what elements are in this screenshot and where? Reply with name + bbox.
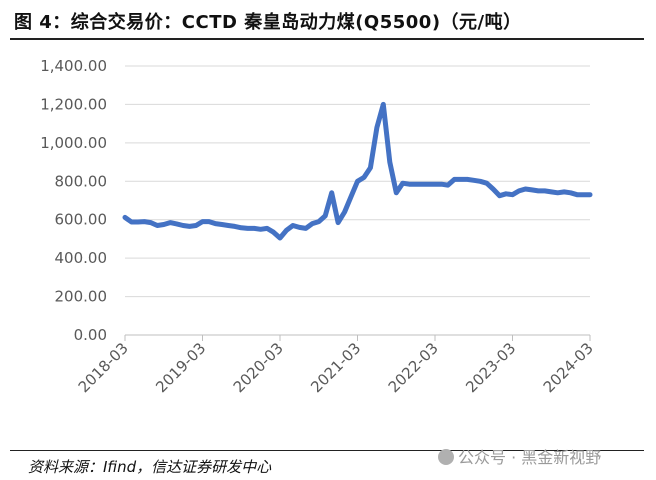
y-tick-label: 0.00 xyxy=(74,326,107,344)
figure-title: 图 4：综合交易价：CCTD 秦皇岛动力煤(Q5500)（元/吨） xyxy=(14,12,522,33)
y-tick-label: 400.00 xyxy=(55,249,108,267)
y-tick-label: 200.00 xyxy=(55,288,108,306)
y-tick-label: 1,200.00 xyxy=(40,95,107,113)
x-tick-label: 2023-03 xyxy=(462,339,519,396)
y-axis-ticks: 0.00 200.00 400.00 600.00 800.00 1,000.00 1,20… xyxy=(40,57,107,344)
source-note: 资料来源：Ifind，信达证券研发中心 xyxy=(28,458,272,476)
y-tick-label: 600.00 xyxy=(55,211,108,229)
y-tick-label: 1,400.00 xyxy=(40,57,107,75)
series-layer xyxy=(122,101,593,241)
x-tick-label: 2019-03 xyxy=(152,339,209,396)
x-axis-ticks: 2018-03 2019-03 2020-03 2021-03 2022-03 2023-… xyxy=(75,335,597,396)
line-chart: 0.00 200.00 400.00 600.00 800.00 1,000.00 1,20… xyxy=(40,57,597,396)
x-tick-label: 2022-03 xyxy=(385,339,442,396)
x-tick-label: 2020-03 xyxy=(230,339,287,396)
x-tick-label: 2018-03 xyxy=(75,339,132,396)
title-divider xyxy=(10,38,644,40)
wechat-icon xyxy=(438,449,454,465)
watermark: 公众号 · 黑金新视野 xyxy=(438,444,601,468)
y-tick-label: 800.00 xyxy=(55,172,108,190)
x-tick-label: 2024-03 xyxy=(540,339,597,396)
series-line xyxy=(122,101,593,241)
footer-divider xyxy=(10,450,644,451)
x-tick-label: 2021-03 xyxy=(307,339,364,396)
y-tick-label: 1,000.00 xyxy=(40,134,107,152)
watermark-text: 公众号 · 黑金新视野 xyxy=(458,448,602,467)
